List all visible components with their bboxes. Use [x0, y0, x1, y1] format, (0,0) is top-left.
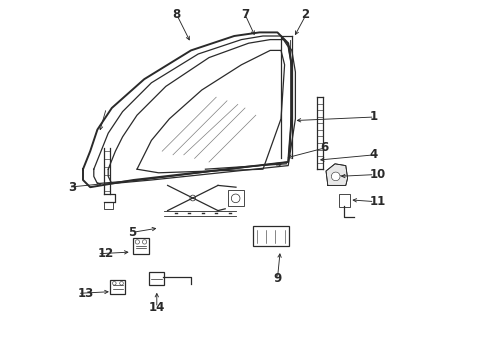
- Circle shape: [113, 282, 116, 285]
- Text: 6: 6: [320, 141, 329, 154]
- Text: 11: 11: [369, 195, 386, 208]
- Text: 4: 4: [369, 148, 377, 161]
- FancyBboxPatch shape: [339, 194, 350, 207]
- Text: 5: 5: [128, 226, 136, 239]
- Text: 2: 2: [301, 8, 309, 21]
- Circle shape: [143, 240, 147, 244]
- Text: 13: 13: [77, 287, 94, 300]
- Text: 10: 10: [369, 168, 386, 181]
- Circle shape: [231, 194, 240, 203]
- Circle shape: [135, 240, 140, 244]
- Circle shape: [331, 172, 340, 181]
- Text: 14: 14: [148, 301, 165, 314]
- FancyBboxPatch shape: [110, 280, 125, 294]
- Bar: [104, 202, 113, 209]
- Circle shape: [190, 195, 196, 201]
- Text: 9: 9: [273, 273, 282, 285]
- Text: 7: 7: [241, 8, 249, 21]
- FancyBboxPatch shape: [149, 272, 164, 285]
- FancyBboxPatch shape: [133, 238, 149, 254]
- Polygon shape: [326, 164, 347, 185]
- FancyBboxPatch shape: [252, 226, 289, 246]
- Circle shape: [120, 282, 123, 285]
- Text: 1: 1: [369, 111, 377, 123]
- FancyBboxPatch shape: [228, 190, 244, 206]
- Text: 12: 12: [98, 247, 114, 260]
- Text: 3: 3: [69, 181, 77, 194]
- Text: 8: 8: [172, 8, 181, 21]
